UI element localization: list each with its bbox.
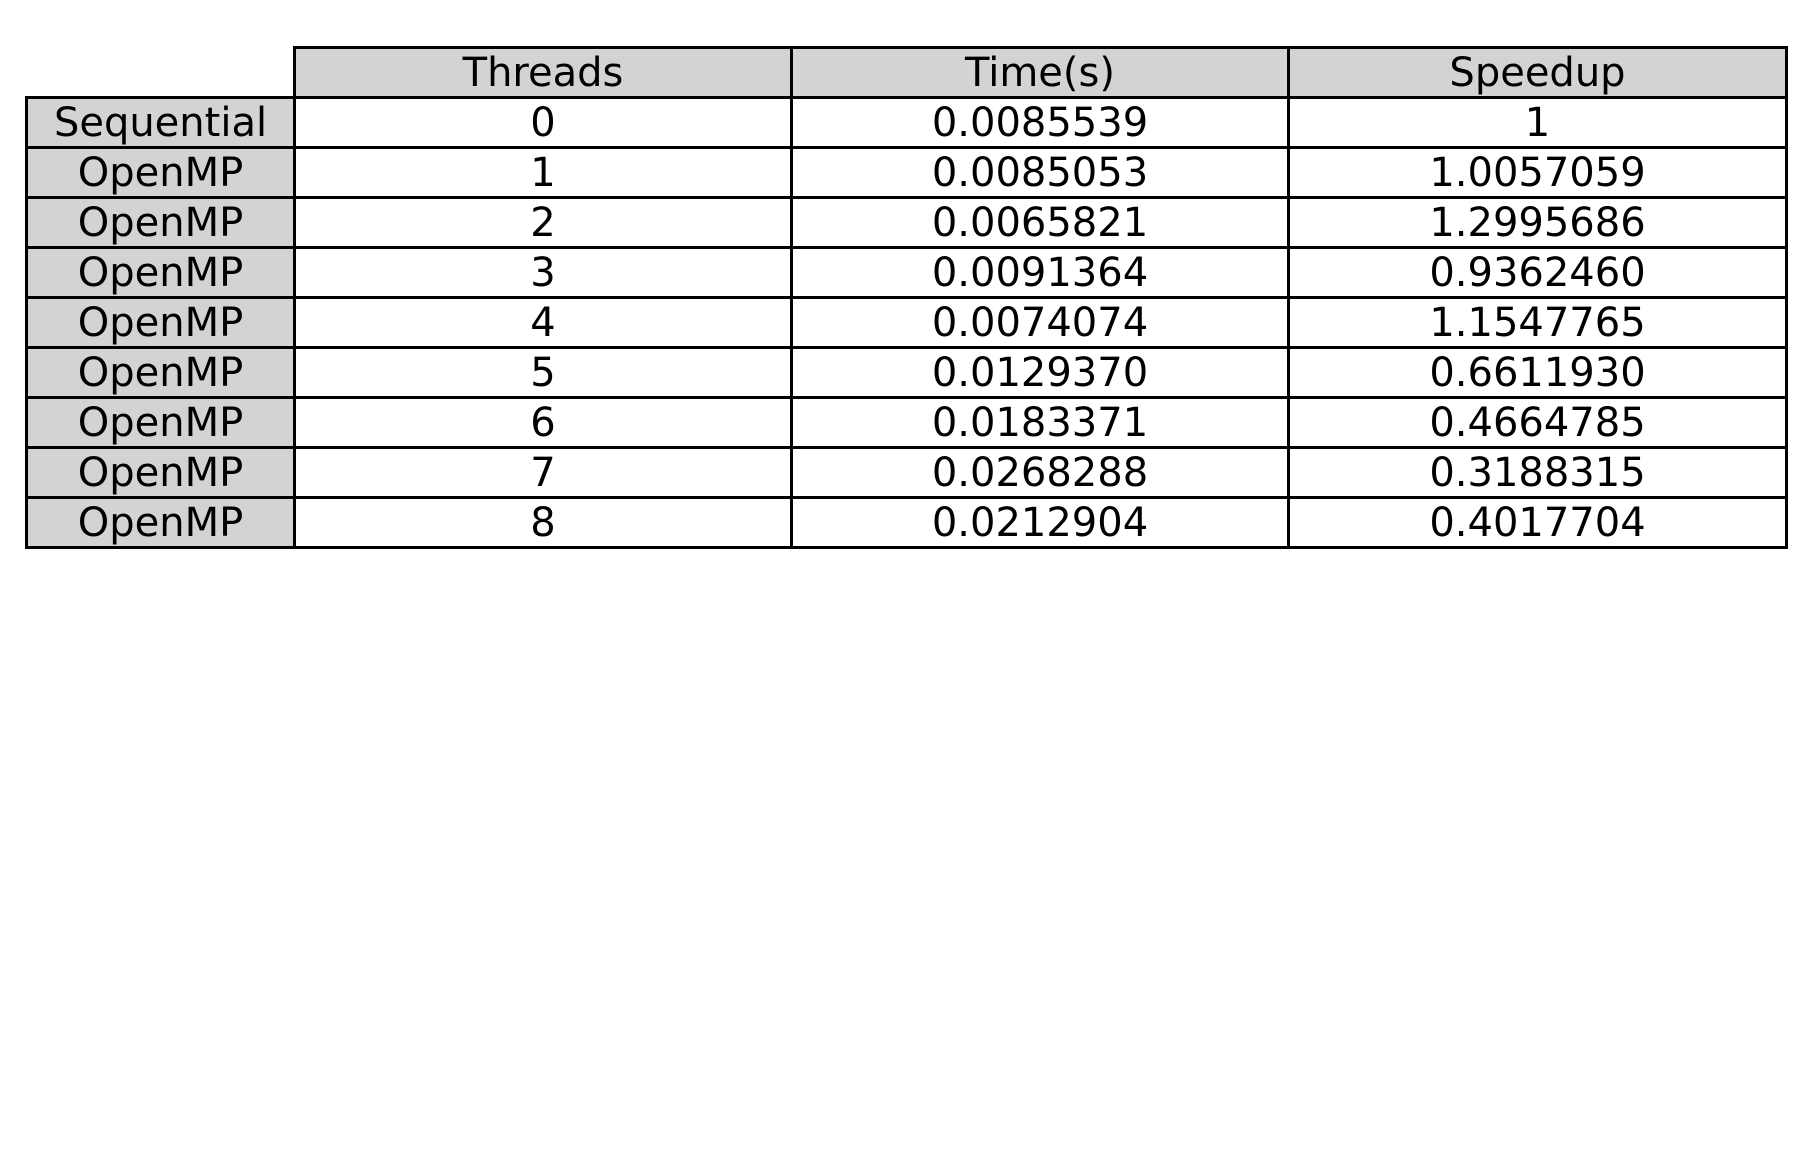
- table-cell: 0.0074074: [790, 296, 1290, 349]
- row-header: OpenMP: [25, 446, 296, 499]
- row-header: OpenMP: [25, 296, 296, 349]
- table-cell: 2: [293, 196, 793, 249]
- table-cell: 1: [293, 146, 793, 199]
- row-header: OpenMP: [25, 246, 296, 299]
- table-corner: [25, 46, 296, 99]
- results-table: Threads Time(s) Speedup Sequential 0 0.008553…: [25, 46, 1788, 549]
- row-header: OpenMP: [25, 346, 296, 399]
- row-header: OpenMP: [25, 496, 296, 549]
- table-cell: 0.0212904: [790, 496, 1290, 549]
- row-header: OpenMP: [25, 146, 296, 199]
- table-cell: 0.0085539: [790, 96, 1290, 149]
- table-cell: 0.9362460: [1287, 246, 1788, 299]
- row-header: OpenMP: [25, 396, 296, 449]
- column-header: Threads: [293, 46, 793, 99]
- table-cell: 0.0129370: [790, 346, 1290, 399]
- table-cell: 0.6611930: [1287, 346, 1788, 399]
- table-cell: 0.0268288: [790, 446, 1290, 499]
- table-cell: 0: [293, 96, 793, 149]
- table-cell: 6: [293, 396, 793, 449]
- table-cell: 1: [1287, 96, 1788, 149]
- column-header: Speedup: [1287, 46, 1788, 99]
- row-header: Sequential: [25, 96, 296, 149]
- table-cell: 7: [293, 446, 793, 499]
- table-cell: 8: [293, 496, 793, 549]
- table-cell: 1.0057059: [1287, 146, 1788, 199]
- table-cell: 3: [293, 246, 793, 299]
- row-header: OpenMP: [25, 196, 296, 249]
- column-header: Time(s): [790, 46, 1290, 99]
- table-cell: 0.3188315: [1287, 446, 1788, 499]
- table-cell: 0.0085053: [790, 146, 1290, 199]
- table-cell: 4: [293, 296, 793, 349]
- table-cell: 0.4017704: [1287, 496, 1788, 549]
- table-cell: 0.4664785: [1287, 396, 1788, 449]
- table-cell: 1.1547765: [1287, 296, 1788, 349]
- table-cell: 0.0091364: [790, 246, 1290, 299]
- table-cell: 1.2995686: [1287, 196, 1788, 249]
- table-cell: 0.0183371: [790, 396, 1290, 449]
- table-cell: 5: [293, 346, 793, 399]
- table-cell: 0.0065821: [790, 196, 1290, 249]
